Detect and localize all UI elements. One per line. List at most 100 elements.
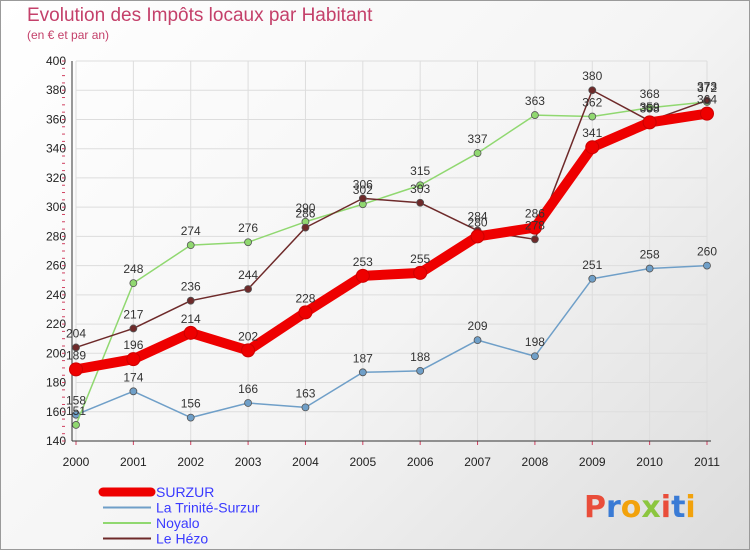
data-point (298, 305, 313, 320)
data-point (703, 261, 711, 270)
x-tick-label: 2010 (636, 455, 663, 469)
axes: 140 160 180 200 220 240 260 280 300 320 340 360 380 4… (46, 54, 720, 469)
data-label: 358 (640, 101, 660, 115)
data-point (585, 140, 600, 155)
data-label: 260 (697, 245, 717, 259)
data-label: 217 (123, 307, 143, 321)
data-point (72, 343, 80, 352)
x-tick-label: 2001 (120, 455, 147, 469)
series-line-1 (75, 264, 708, 419)
logo-letter: o (621, 490, 642, 525)
y-tick-label: 360 (46, 112, 66, 126)
logo-letter: t (671, 490, 685, 525)
x-tick-label: 2008 (522, 455, 549, 469)
data-point (531, 352, 539, 361)
data-label: 187 (353, 351, 373, 365)
data-point (244, 399, 252, 407)
data-label: 198 (525, 335, 545, 349)
data-label: 364 (697, 93, 717, 107)
data-point (186, 413, 195, 422)
data-point (129, 324, 138, 333)
data-label: 209 (468, 319, 488, 333)
data-label: 373 (697, 79, 717, 93)
data-label: 286 (525, 207, 545, 221)
data-label: 255 (410, 252, 430, 266)
data-label: 372 (697, 81, 717, 95)
data-label: 315 (410, 164, 430, 178)
data-point (129, 279, 138, 288)
x-tick-label: 2003 (235, 455, 262, 469)
x-tick-label: 2006 (407, 455, 434, 469)
series-line-2 (75, 101, 708, 426)
chart-subtitle: (en € et par an) (27, 28, 110, 42)
data-point (301, 403, 310, 412)
data-label: 341 (582, 126, 602, 140)
data-label: 253 (353, 255, 373, 269)
y-tick-label: 320 (46, 171, 66, 185)
grid (75, 60, 708, 442)
data-point (588, 112, 597, 121)
x-tick-label: 2000 (63, 455, 90, 469)
data-point (531, 111, 539, 119)
y-tick-label: 140 (46, 434, 66, 448)
data-point (473, 336, 482, 345)
data-label: 258 (640, 248, 660, 262)
x-tick-label: 2011 (694, 455, 720, 469)
y-tick-label: 200 (46, 346, 66, 360)
data-label: 156 (181, 397, 201, 411)
data-label: 290 (295, 201, 315, 215)
logo-letter: i (661, 490, 671, 525)
data-label: 166 (238, 382, 258, 396)
data-point (416, 181, 425, 190)
data-label: 174 (123, 370, 143, 384)
y-tick-label: 400 (46, 54, 66, 68)
data-point (186, 296, 195, 305)
data-point (186, 241, 195, 250)
data-point (355, 268, 370, 283)
data-label: 274 (181, 224, 201, 238)
y-tick-label: 340 (46, 142, 66, 156)
data-point (72, 421, 80, 429)
data-label: 196 (123, 338, 143, 352)
data-point (470, 229, 485, 244)
data-point (244, 285, 252, 293)
data-label: 204 (66, 326, 86, 340)
legend-label-0: SURZUR (156, 484, 214, 500)
data-point (416, 198, 425, 207)
y-tick-label: 180 (46, 376, 66, 390)
y-tick-label: 280 (46, 229, 66, 243)
x-tick-label: 2007 (464, 455, 491, 469)
data-point (588, 86, 597, 95)
data-label: 228 (295, 291, 315, 305)
data-point (416, 366, 425, 375)
legend-label-3: Le Hézo (156, 531, 208, 547)
data-point (645, 103, 654, 112)
logo-letter: i (685, 490, 695, 525)
y-tick-label: 300 (46, 200, 66, 214)
chart-title: Evolution des Impôts locaux par Habitant (27, 5, 373, 26)
data-label: 359 (640, 100, 660, 114)
data-label: 189 (66, 348, 86, 362)
data-label: 236 (181, 280, 201, 294)
data-point (358, 368, 367, 377)
x-tick-label: 2005 (349, 455, 376, 469)
series-layer (69, 86, 714, 429)
data-point (69, 362, 83, 377)
data-label: 284 (468, 210, 488, 224)
y-tick-label: 160 (46, 405, 66, 419)
x-tick-label: 2009 (579, 455, 606, 469)
data-label: 158 (66, 394, 86, 408)
data-point (588, 274, 597, 283)
data-label: 302 (353, 183, 373, 197)
y-tick-label: 220 (46, 317, 66, 331)
legend-label-1: La Trinité-Surzur (156, 500, 260, 516)
data-label: 244 (238, 268, 258, 282)
data-label: 337 (468, 132, 488, 146)
proxiti-logo: Proxiti (584, 490, 696, 525)
data-label: 363 (525, 94, 545, 108)
y-tick-label: 380 (46, 83, 66, 97)
data-point (531, 235, 539, 244)
data-point (241, 343, 256, 358)
